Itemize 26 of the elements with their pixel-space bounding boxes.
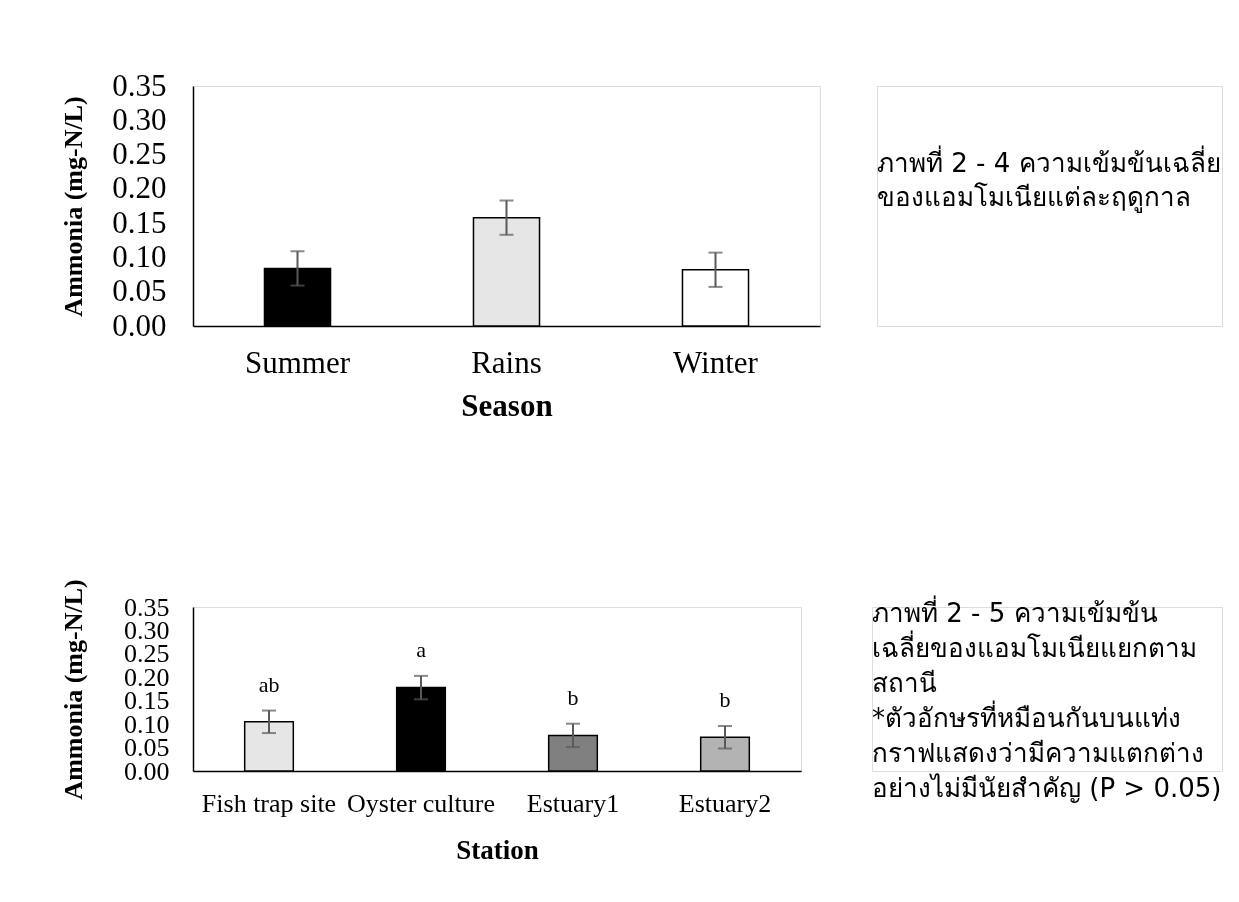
x-axis-title: Station	[456, 834, 539, 865]
data-label: b	[567, 684, 579, 710]
text: ภาพที่ 2 - 4 ความเข้มข้นเฉลี่ย ของแอมโมเนียแต่ละฤดูกาล	[877, 145, 1221, 213]
x-tick-label: Fish trap site	[201, 788, 337, 818]
y-tick-label: 0.30	[112, 101, 167, 137]
y-axis-title: Ammonia (mg-N/L)	[58, 579, 88, 800]
x-tick-label: Summer	[244, 344, 351, 380]
data-label: b	[719, 687, 731, 713]
y-tick-label: 0.35	[112, 67, 167, 103]
x-axis-title: Season	[461, 387, 553, 423]
text: *ตัวอักษรที่หมือนกันบนแท่ง กราฟแสดงว่ามีความแตกต่าง อย่างไม่มีนัยสำคัญ (P > 0.05)	[872, 700, 1222, 803]
y-tick-label: 0.15	[112, 204, 167, 240]
y-tick-label: 0.25	[112, 136, 167, 172]
y-axis-title: Ammonia (mg-N/L)	[58, 96, 88, 317]
y-tick-label: 0.00	[112, 307, 167, 343]
x-tick-label: Winter	[673, 344, 759, 380]
x-tick-label: Rains	[471, 344, 542, 380]
y-tick-label: 0.20	[112, 170, 167, 206]
text: ภาพที่ 2 - 5 ความเข้มข้น เฉลี่ยของแอมโมเนียแยกตาม สถานี	[872, 595, 1197, 698]
y-tick-label: 0.05	[112, 273, 167, 309]
data-label: ab	[258, 671, 280, 697]
data-label: a	[416, 636, 427, 662]
y-tick-label: 0.10	[112, 238, 167, 274]
x-tick-label: Estuary2	[678, 788, 772, 818]
x-tick-label: Estuary1	[526, 788, 620, 818]
x-tick-label: Oyster culture	[346, 788, 496, 818]
